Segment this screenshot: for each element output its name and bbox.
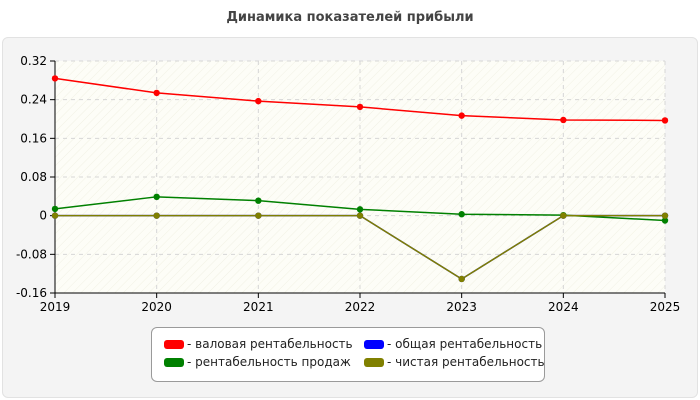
y-tick-label: 0.32 bbox=[20, 54, 47, 68]
legend-swatch-total bbox=[364, 339, 384, 349]
data-point-s2-2 bbox=[255, 197, 262, 204]
data-point-s2-3 bbox=[356, 206, 364, 213]
x-tick-label: 2019 bbox=[40, 300, 71, 314]
y-tick-label: 0 bbox=[39, 209, 47, 223]
legend-item-sales: - рентабельность продаж bbox=[164, 355, 351, 369]
data-point-s0-5 bbox=[560, 116, 567, 124]
x-tick-label: 2020 bbox=[141, 300, 172, 314]
data-point-s0-1 bbox=[153, 89, 160, 97]
data-point-s3-3 bbox=[356, 212, 364, 219]
data-point-s0-4 bbox=[458, 112, 465, 119]
data-point-s3-0 bbox=[51, 212, 59, 219]
y-tick-label: 0.08 bbox=[20, 170, 47, 184]
data-point-s0-2 bbox=[255, 97, 262, 105]
y-tick-label: 0.16 bbox=[20, 131, 47, 145]
data-point-s2-1 bbox=[153, 193, 160, 201]
data-point-s3-1 bbox=[153, 212, 160, 219]
data-point-s0-3 bbox=[356, 103, 364, 111]
legend-label-net: - чистая рентабельность bbox=[387, 355, 545, 369]
x-tick-label: 2025 bbox=[650, 300, 681, 314]
y-tick-label: -0.16 bbox=[16, 286, 47, 300]
chart-legend: - валовая рентабельность - общая рентабе… bbox=[151, 327, 545, 382]
x-tick-label: 2023 bbox=[446, 300, 477, 314]
legend-swatch-net bbox=[364, 357, 384, 367]
data-point-s2-6 bbox=[661, 217, 669, 224]
legend-label-total: - общая рентабельность bbox=[387, 337, 543, 351]
x-tick-label: 2024 bbox=[548, 300, 579, 314]
legend-swatch-gross bbox=[164, 339, 184, 349]
legend-label-sales: - рентабельность продаж bbox=[187, 355, 351, 369]
data-point-s3-4 bbox=[458, 275, 465, 283]
x-tick-label: 2022 bbox=[345, 300, 376, 314]
legend-swatch-sales bbox=[164, 357, 184, 367]
x-tick-label: 2021 bbox=[243, 300, 274, 314]
data-point-s0-6 bbox=[661, 117, 669, 124]
legend-item-net: - чистая рентабельность bbox=[364, 355, 545, 369]
legend-item-total: - общая рентабельность bbox=[364, 337, 542, 351]
data-point-s3-5 bbox=[560, 212, 567, 219]
chart-title: Динамика показателей прибыли bbox=[226, 10, 474, 25]
data-point-s3-6 bbox=[661, 212, 669, 219]
legend-label-gross: - валовая рентабельность bbox=[187, 337, 353, 351]
y-tick-label: -0.08 bbox=[16, 247, 47, 261]
data-point-s0-0 bbox=[51, 75, 59, 82]
legend-item-gross: - валовая рентабельность bbox=[164, 337, 353, 351]
y-tick-label: 0.24 bbox=[20, 93, 47, 107]
data-point-s3-2 bbox=[255, 212, 262, 219]
data-point-s2-0 bbox=[51, 205, 59, 213]
data-point-s2-4 bbox=[458, 211, 465, 218]
